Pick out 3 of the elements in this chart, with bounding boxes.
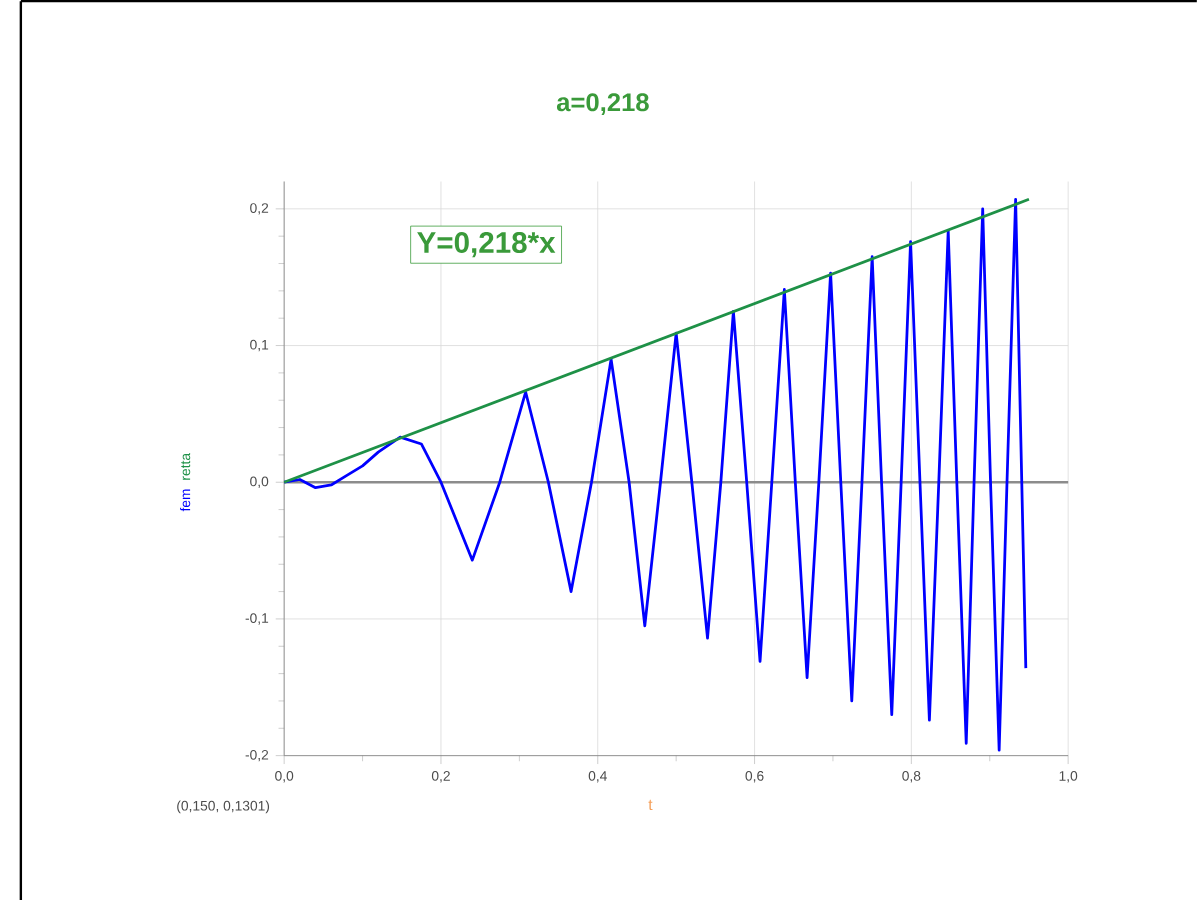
line-series (282, 198, 1028, 752)
annotation: Y=0,218*x (417, 232, 556, 258)
chart-title: a=0,218 (556, 93, 649, 116)
